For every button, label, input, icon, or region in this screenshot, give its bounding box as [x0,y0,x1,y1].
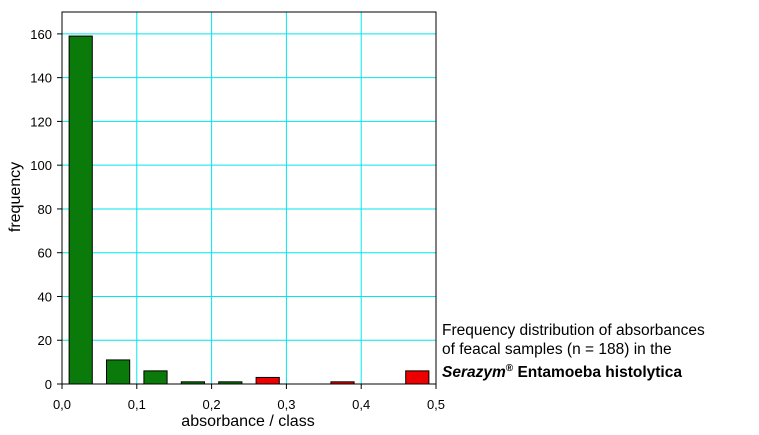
y-tick-label: 100 [30,158,52,173]
plot-frame [61,11,437,385]
axis-ticks: 0,0 0,1 0,2 0,3 0,4 0,5 0 20 40 60 80 100 120 140 160 [30,27,445,412]
x-tick-label: 0,3 [277,397,295,412]
x-axis-title: absorbance / class [181,413,314,430]
caption-brand: Serazym [442,364,506,382]
histogram-bar [106,359,131,385]
x-tick-label: 0,1 [128,397,146,412]
x-tick-label: 0,4 [352,397,370,412]
y-tick-label: 160 [30,27,52,42]
y-axis-title: frequency [7,162,24,232]
y-tick-label: 40 [38,289,52,304]
y-tick-label: 60 [38,246,52,261]
histogram-bar [405,370,430,385]
caption-product: Entamoeba histolytica [513,364,682,382]
y-tick-label: 80 [38,202,52,217]
caption-product-name: Serazym® Entamoeba histolytica [442,359,754,382]
histogram-bar [68,35,93,385]
x-tick-label: 0,5 [427,397,445,412]
x-tick-label: 0,2 [203,397,221,412]
caption-line-2: of feacal samples (n = 188) in the [442,341,672,358]
y-tick-label: 0 [45,377,52,392]
figure-caption: Frequency distribution of absorbances of… [442,321,754,382]
histogram-bar [255,376,280,385]
y-tick-label: 140 [30,71,52,86]
x-tick-label: 0,0 [53,397,71,412]
y-tick-label: 120 [30,114,52,129]
registered-mark: ® [505,363,514,374]
caption-line-1: Frequency distribution of absorbances [442,322,705,339]
histogram-bar [143,370,168,385]
bars [68,35,430,385]
grid-lines [62,12,436,384]
y-tick-label: 20 [38,333,52,348]
